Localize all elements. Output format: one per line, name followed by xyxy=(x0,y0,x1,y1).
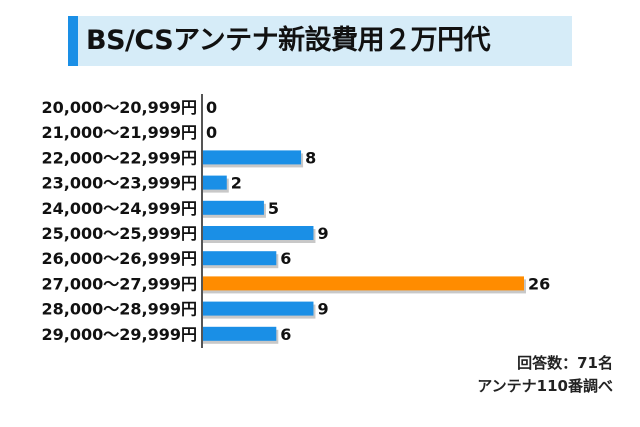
value-label: 9 xyxy=(317,300,328,319)
category-label: 23,000～23,999円 xyxy=(42,174,198,193)
value-label: 6 xyxy=(280,325,291,344)
category-label: 21,000～21,999円 xyxy=(42,123,198,142)
bar xyxy=(202,326,277,341)
source-note: アンテナ110番調べ xyxy=(477,377,613,395)
value-label: 0 xyxy=(206,98,217,117)
value-label: 5 xyxy=(268,199,279,218)
category-label: 22,000～22,999円 xyxy=(42,148,198,167)
category-label: 20,000～20,999円 xyxy=(42,98,198,117)
chart-title: BS/CSアンテナ新設費用２万円代 xyxy=(86,25,491,56)
bar xyxy=(202,301,314,316)
bar xyxy=(202,276,524,291)
category-label: 28,000～28,999円 xyxy=(42,300,198,319)
value-label: 6 xyxy=(280,249,291,268)
category-label: 25,000～25,999円 xyxy=(42,224,198,243)
value-label: 9 xyxy=(317,224,328,243)
value-label: 8 xyxy=(305,148,316,167)
value-label: 0 xyxy=(206,123,217,142)
category-label: 27,000～27,999円 xyxy=(42,274,198,293)
category-label: 24,000～24,999円 xyxy=(42,199,198,218)
title-bar: BS/CSアンテナ新設費用２万円代 xyxy=(68,16,572,66)
respondent-count: 回答数：71名 xyxy=(517,354,613,372)
category-label: 29,000～29,999円 xyxy=(42,325,198,344)
value-label: 26 xyxy=(528,274,550,293)
bar xyxy=(202,226,314,240)
value-label: 2 xyxy=(231,174,242,193)
category-label: 26,000～26,999円 xyxy=(42,249,198,268)
bar xyxy=(202,175,227,190)
title-accent xyxy=(68,16,78,66)
bar xyxy=(202,200,264,215)
bar xyxy=(202,251,277,266)
bar xyxy=(202,150,302,165)
